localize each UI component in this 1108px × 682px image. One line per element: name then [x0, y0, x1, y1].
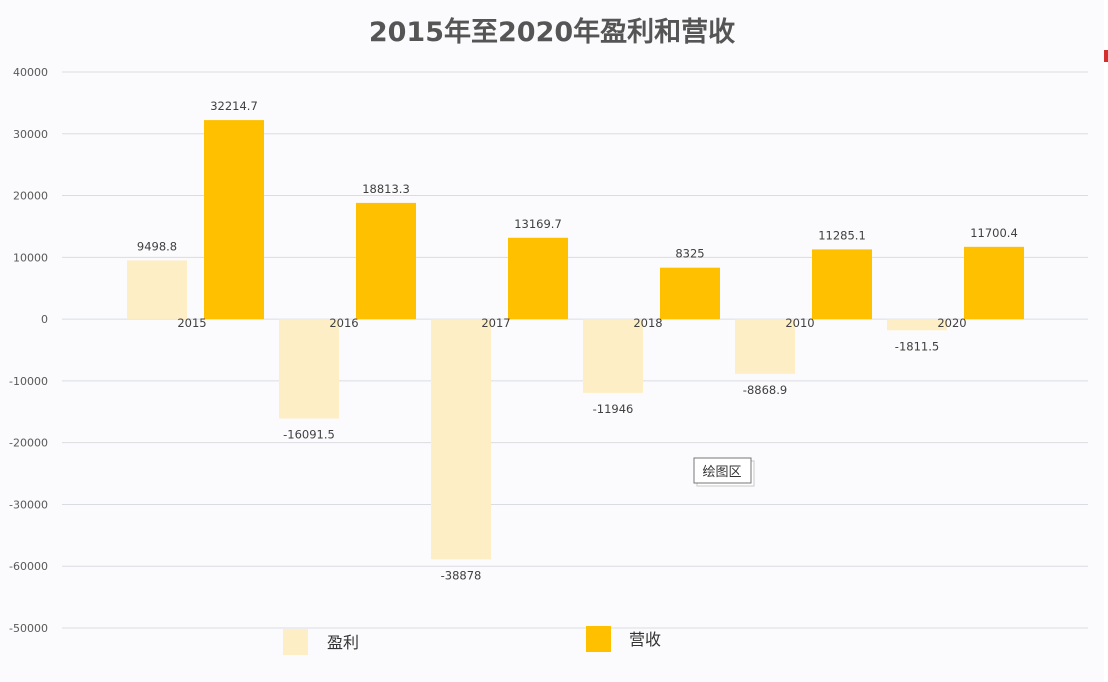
- y-tick-label: 30000: [13, 128, 48, 141]
- x-tick-label: 2017: [481, 316, 510, 330]
- legend-label: 营收: [629, 630, 661, 649]
- y-tick-label: -20000: [9, 437, 48, 450]
- y-tick-label: 40000: [13, 66, 48, 79]
- legend-swatch: [586, 626, 611, 652]
- data-label: 18813.3: [362, 182, 410, 196]
- data-label: 11700.4: [970, 226, 1018, 240]
- data-label: 9498.8: [137, 239, 177, 253]
- bar-profit: [431, 319, 491, 560]
- plot-area-tooltip: [693, 457, 752, 484]
- bar-profit: [887, 319, 947, 331]
- data-label: -16091.5: [283, 428, 335, 442]
- y-tick-label: 20000: [13, 190, 48, 203]
- data-label: 11285.1: [818, 228, 866, 242]
- bar-profit: [735, 319, 795, 374]
- legend-swatch: [283, 629, 308, 655]
- y-tick-label: -30000: [9, 498, 48, 511]
- edge-marker: [1104, 50, 1108, 62]
- legend-label: 盈利: [327, 633, 359, 652]
- x-tick-label: 2020: [937, 316, 966, 330]
- bar-revenue: [660, 267, 720, 320]
- data-label: -8868.9: [743, 383, 787, 397]
- data-label: -1811.5: [895, 339, 939, 353]
- y-tick-label: -50000: [9, 622, 48, 635]
- plot-area-tooltip-text: 绘图区: [702, 465, 741, 480]
- bar-profit: [127, 260, 187, 320]
- bar-revenue: [508, 237, 568, 320]
- data-label: -11946: [593, 402, 634, 416]
- y-tick-label: 10000: [13, 251, 48, 264]
- window-edge: [1104, 0, 1108, 682]
- bar-revenue: [964, 246, 1024, 320]
- y-tick-label: 0: [41, 313, 48, 326]
- x-tick-label: 2010: [785, 316, 814, 330]
- bar-revenue: [812, 249, 872, 320]
- data-label: 32214.7: [210, 99, 258, 113]
- data-label: 13169.7: [514, 217, 562, 231]
- y-tick-label: -10000: [9, 375, 48, 388]
- bar-revenue: [356, 202, 416, 320]
- bar-revenue: [204, 120, 264, 320]
- data-label: -38878: [441, 568, 482, 582]
- bar-profit: [583, 319, 643, 393]
- chart-title: 2015年至2020年盈利和营收: [369, 16, 735, 48]
- x-tick-label: 2016: [329, 316, 358, 330]
- y-tick-label: -60000: [9, 560, 48, 573]
- bar-profit: [279, 319, 339, 419]
- data-label: 8325: [675, 247, 704, 261]
- x-tick-label: 2018: [633, 316, 662, 330]
- x-tick-label: 2015: [177, 316, 206, 330]
